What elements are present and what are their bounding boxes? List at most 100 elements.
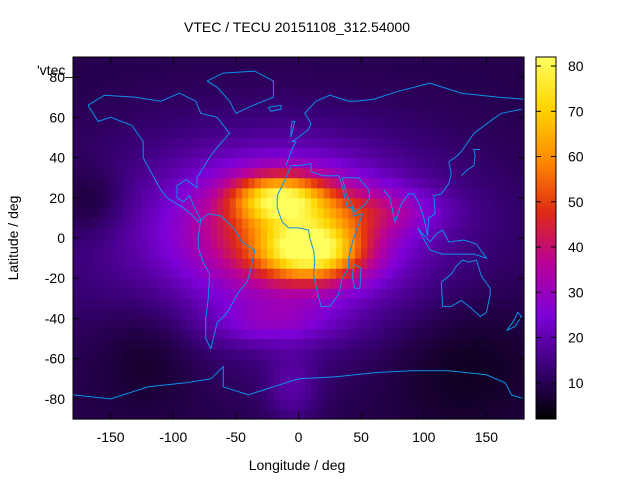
heatmap-cell <box>192 57 199 68</box>
heatmap-cell <box>323 137 331 149</box>
heatmap-cell <box>185 117 193 128</box>
heatmap-cell <box>79 338 87 350</box>
heatmap-cell <box>486 67 494 78</box>
heatmap-cell <box>311 318 318 330</box>
heatmap-cell <box>336 238 343 249</box>
heatmap-cell <box>480 338 488 350</box>
heatmap-cell <box>498 348 506 360</box>
heatmap-cell <box>498 137 506 149</box>
heatmap-cell <box>285 57 293 68</box>
heatmap-cell <box>148 368 156 380</box>
heatmap-cell <box>467 217 475 229</box>
heatmap-cell <box>298 67 306 78</box>
heatmap-cell <box>267 67 275 78</box>
heatmap-cell <box>204 248 212 259</box>
heatmap-cell <box>448 197 456 209</box>
heatmap-cell <box>179 137 187 149</box>
heatmap-cell <box>285 167 293 179</box>
heatmap-cell <box>430 378 437 390</box>
heatmap-cell <box>98 137 105 149</box>
heatmap-cell <box>285 187 293 199</box>
heatmap-cell <box>498 67 506 78</box>
heatmap-cell <box>173 398 181 410</box>
heatmap-cell <box>311 358 318 370</box>
heatmap-cell <box>285 227 293 239</box>
heatmap-cell <box>411 358 419 370</box>
heatmap-cell <box>104 268 112 279</box>
heatmap-cell <box>160 358 168 370</box>
heatmap-cell <box>166 358 174 370</box>
heatmap-cell <box>304 318 312 330</box>
heatmap-cell <box>492 67 500 78</box>
heatmap-cell <box>185 268 193 279</box>
heatmap-cell <box>404 117 412 128</box>
heatmap-cell <box>229 207 237 219</box>
heatmap-cell <box>342 388 350 400</box>
heatmap-cell <box>129 227 137 239</box>
heatmap-cell <box>298 318 306 330</box>
heatmap-cell <box>486 127 494 139</box>
heatmap-cell <box>173 67 181 78</box>
heatmap-cell <box>173 338 181 350</box>
heatmap-cell <box>492 137 500 149</box>
heatmap-cell <box>116 97 124 108</box>
heatmap-cell <box>129 107 137 118</box>
heatmap-cell <box>311 207 318 219</box>
heatmap-cell <box>342 308 350 320</box>
heatmap-cell <box>279 97 287 108</box>
heatmap-cell <box>73 87 80 98</box>
heatmap-cell <box>267 388 275 400</box>
heatmap-cell <box>185 298 193 309</box>
heatmap-cell <box>292 117 300 128</box>
heatmap-cell <box>404 87 412 98</box>
heatmap-cell <box>235 167 243 179</box>
heatmap-cell <box>79 97 87 108</box>
coastline-path <box>285 82 525 166</box>
heatmap-cell <box>135 238 143 249</box>
heatmap-cell <box>417 398 425 410</box>
heatmap-cell <box>110 238 118 249</box>
heatmap-cell <box>442 227 450 239</box>
heatmap-cell <box>192 338 199 350</box>
heatmap-cell <box>260 348 268 360</box>
heatmap-cell <box>298 187 306 199</box>
heatmap-cell <box>336 278 343 289</box>
heatmap-cell <box>123 268 130 279</box>
heatmap-cell <box>492 398 500 410</box>
heatmap-cell <box>329 278 337 289</box>
heatmap-cell <box>160 147 168 159</box>
heatmap-cell <box>492 408 500 420</box>
heatmap-cell <box>217 97 224 108</box>
heatmap-cell <box>373 358 381 370</box>
heatmap-cell <box>185 288 193 299</box>
heatmap-cell <box>442 288 450 299</box>
heatmap-cell <box>498 258 506 269</box>
heatmap-cell <box>192 408 199 420</box>
heatmap-cell <box>267 308 275 320</box>
heatmap-cell <box>473 358 481 370</box>
heatmap-cell <box>373 57 381 68</box>
heatmap-cell <box>404 227 412 239</box>
heatmap-cell <box>517 368 525 380</box>
heatmap-cell <box>436 348 444 360</box>
heatmap-cell <box>467 107 475 118</box>
heatmap-cell <box>404 258 412 269</box>
heatmap-cell <box>148 177 156 189</box>
heatmap-cell <box>254 308 262 320</box>
heatmap-cell <box>423 197 431 209</box>
heatmap-cell <box>473 187 481 199</box>
heatmap-cell <box>173 278 181 289</box>
heatmap-cell <box>367 197 375 209</box>
heatmap-cell <box>279 57 287 68</box>
heatmap-cell <box>273 117 281 128</box>
heatmap-cell <box>517 328 525 340</box>
heatmap-cell <box>461 97 469 108</box>
heatmap-cell <box>104 288 112 299</box>
heatmap-cell <box>235 157 243 169</box>
heatmap-cell <box>404 348 412 360</box>
heatmap-cell <box>304 358 312 370</box>
heatmap-cell <box>392 318 400 330</box>
heatmap-cell <box>505 117 513 128</box>
heatmap-cell <box>486 248 494 259</box>
heatmap-cell <box>279 117 287 128</box>
